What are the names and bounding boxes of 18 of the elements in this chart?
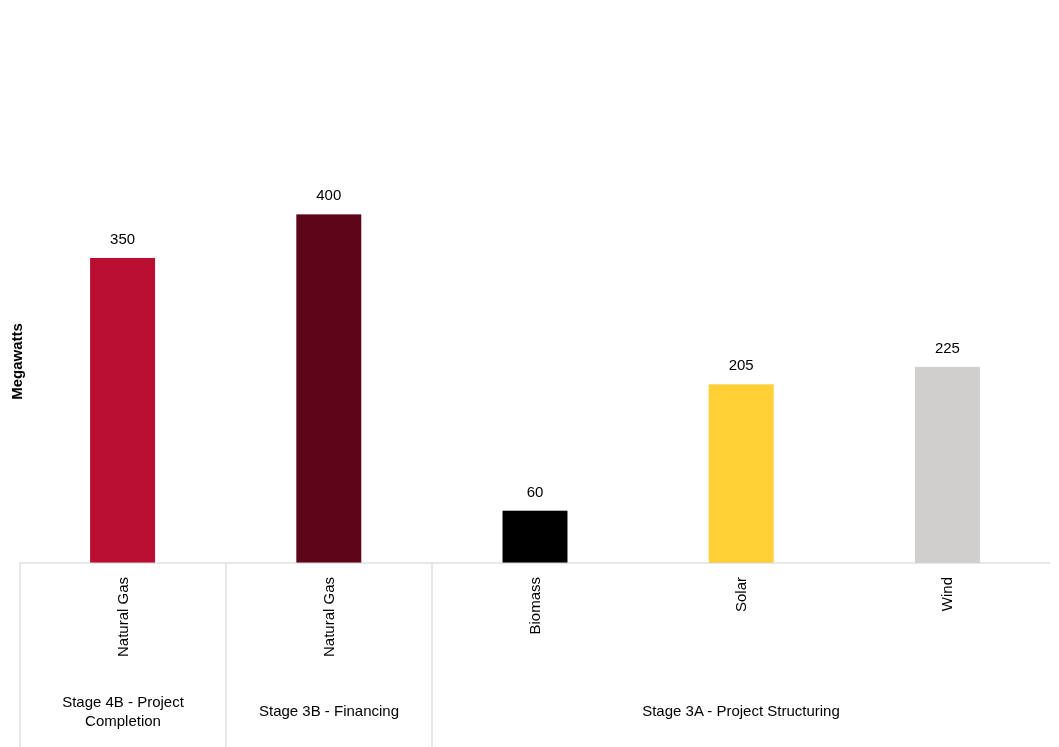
y-axis-title: Megawatts [8, 323, 25, 400]
data-label: 205 [728, 356, 754, 374]
bar [502, 510, 568, 563]
x-tick-label: Solar [732, 577, 749, 613]
x-tick-label: Natural Gas [114, 577, 131, 658]
x-tick-label: Natural Gas [320, 577, 337, 658]
text: Stage 3A - Project Structuring [642, 702, 840, 719]
text: Stage 4B - Project Completion [62, 693, 185, 729]
data-label: 225 [934, 338, 960, 356]
bar [90, 257, 156, 563]
data-label: 400 [316, 186, 342, 204]
text: Stage 3B - Financing [258, 702, 400, 719]
data-label: 350 [110, 229, 136, 247]
bar [708, 384, 774, 563]
x-tick-label: Wind [938, 577, 955, 612]
x-tick-label: Biomass [526, 577, 543, 635]
data-label: 60 [526, 482, 544, 500]
bar [296, 214, 362, 563]
